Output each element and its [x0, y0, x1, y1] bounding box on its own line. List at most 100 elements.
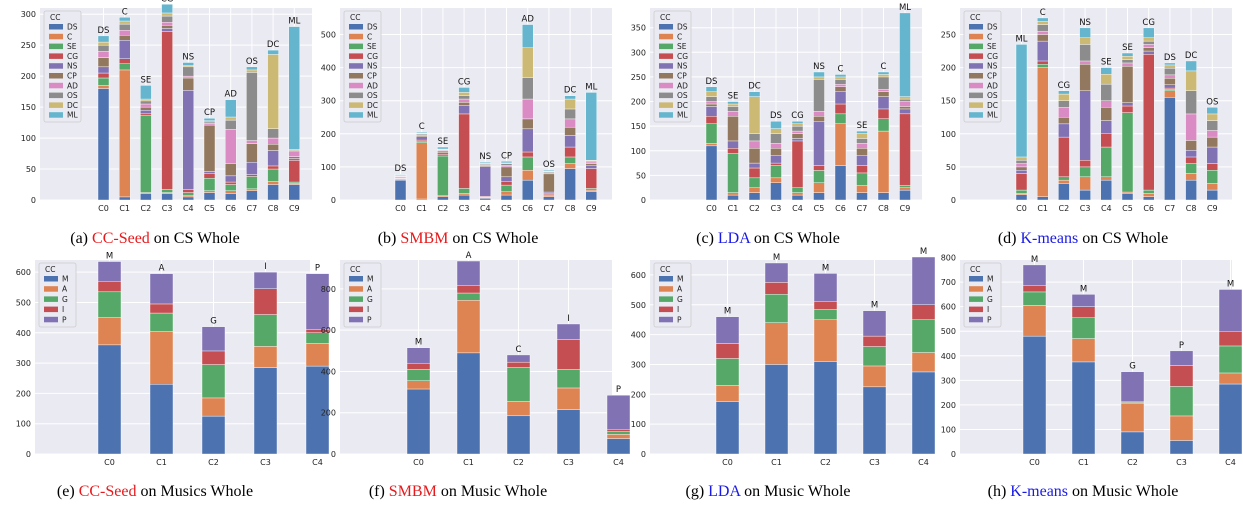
- bar-segment-C6-ml: [834, 74, 847, 78]
- bar-segment-C3-m: [1169, 440, 1194, 455]
- bar-segment-C2-se: [140, 114, 152, 193]
- legend-label: NS: [367, 62, 378, 71]
- bar-segment-C4-ds: [1100, 179, 1113, 201]
- legend-swatch: [659, 53, 673, 59]
- bar-segment-C3-ad: [161, 22, 173, 26]
- caption-method: LDA: [708, 483, 741, 500]
- bar-segment-C5-ns: [813, 121, 825, 166]
- legend-label: CG: [987, 52, 998, 61]
- bar-segment-C5-c: [813, 182, 825, 193]
- bar-segment-C1-p: [764, 262, 789, 283]
- bar-segment-C3-ns: [458, 105, 470, 115]
- y-tick-label: 800: [321, 285, 336, 294]
- bar-segment-C2-dc: [748, 96, 761, 134]
- bar-segment-C4-g: [606, 431, 631, 435]
- legend-label: A: [367, 285, 373, 294]
- legend-label: DC: [367, 101, 378, 110]
- bar-segment-C6-ds: [834, 165, 847, 201]
- bar-segment-C1-cp: [118, 35, 131, 41]
- bar-segment-C7-ml: [543, 170, 555, 172]
- y-tick-label: 0: [31, 196, 36, 205]
- legend-label: DC: [67, 101, 78, 110]
- bar-segment-C1-cg: [1036, 60, 1049, 65]
- bar-segment-C3-g: [253, 314, 278, 347]
- bar-top-label: P: [616, 385, 621, 395]
- bar-segment-C3-i: [556, 339, 581, 370]
- legend-swatch: [49, 112, 63, 118]
- bar-segment-C3-cg: [770, 162, 782, 166]
- bar-segment-C0-a: [406, 380, 431, 390]
- bar-segment-C7-cp: [1164, 77, 1176, 86]
- caption: (d) K-means on CS Whole: [998, 230, 1168, 247]
- bar-segment-C2-cg: [140, 113, 152, 116]
- legend-label: SE: [67, 42, 77, 51]
- legend-swatch: [349, 82, 363, 89]
- legend-label: OS: [677, 91, 688, 100]
- legend-swatch: [969, 92, 983, 99]
- bar-top-label: AD: [225, 90, 238, 100]
- y-tick-label: 100: [16, 420, 31, 429]
- bar-segment-C4-ns: [182, 90, 195, 190]
- x-tick-label: C3: [459, 204, 470, 213]
- bar-segment-C6-c: [522, 170, 534, 181]
- bar-segment-C2-i: [506, 361, 531, 368]
- bar-segment-C0-os: [705, 96, 718, 102]
- legend-swatch: [659, 316, 673, 323]
- bar-segment-C0-cp: [1015, 166, 1028, 171]
- bar-segment-C1-os: [118, 23, 131, 31]
- bar-segment-C0-se: [1015, 189, 1028, 194]
- x-tick-label: C3: [869, 458, 880, 467]
- bar-segment-C7-c: [246, 188, 258, 191]
- bar-segment-C0-c: [97, 85, 110, 89]
- legend-swatch: [969, 53, 983, 59]
- y-tick-label: 350: [631, 24, 646, 33]
- legend-label: NS: [67, 62, 78, 71]
- bar-top-label: DS: [395, 164, 407, 174]
- legend-swatch: [969, 112, 983, 118]
- bar-segment-C9-dc: [899, 96, 911, 100]
- bar-segment-C4-dc: [1100, 74, 1113, 85]
- x-tick-label: C3: [563, 458, 574, 467]
- bar-segment-C1-m: [764, 364, 789, 455]
- chart-panel-d: 0 50 100 150 200 250 ML C0 C C1 CG C2 NS C3 SE C4 SE C5 CG…: [941, 8, 1232, 247]
- x-tick-label: C0: [98, 204, 109, 213]
- legend-swatch: [659, 102, 673, 108]
- bar-segment-C7-ds: [246, 190, 258, 201]
- legend-swatch: [49, 92, 63, 99]
- caption: (f) SMBM on Music Whole: [369, 483, 547, 500]
- bar-segment-C8-ds: [267, 184, 279, 201]
- legend-label: DC: [987, 101, 998, 110]
- bar-segment-C8-ml: [877, 71, 890, 75]
- bar-segment-C0-i: [97, 281, 122, 293]
- bar-segment-C1-p: [1071, 294, 1096, 307]
- bar-segment-C1-g: [764, 294, 789, 323]
- bar-segment-C0-os: [1015, 160, 1028, 164]
- bar-segment-C0-cg: [97, 72, 110, 79]
- legend-swatch: [349, 276, 363, 282]
- bar-segment-C7-ns: [543, 191, 555, 194]
- bar-segment-C0-ns: [1015, 170, 1028, 174]
- y-tick-label: 0: [331, 450, 336, 459]
- legend-swatch: [969, 73, 983, 79]
- bar-segment-C4-ad: [182, 75, 195, 79]
- bar-top-label: OS: [1206, 97, 1218, 107]
- bar-segment-C4-ml: [479, 161, 491, 164]
- legend-swatch: [349, 316, 363, 323]
- bar-segment-C2-cp: [748, 148, 761, 164]
- legend-swatch: [969, 43, 983, 50]
- bar-segment-C9-c: [899, 187, 911, 191]
- bar-segment-C8-ml: [564, 95, 576, 100]
- bar-segment-C3-os: [770, 133, 782, 144]
- bar-segment-C3-p: [253, 271, 278, 289]
- bar-segment-C1-p: [149, 273, 174, 305]
- bar-segment-C5-c: [500, 191, 513, 196]
- y-tick-label: 200: [631, 98, 646, 107]
- bar-segment-C5-cg: [500, 181, 513, 186]
- bar-top-label: DC: [267, 40, 280, 50]
- y-tick-label: 700: [941, 278, 956, 287]
- bar-segment-C6-ad: [522, 98, 534, 120]
- bar-segment-C4-ns: [791, 138, 804, 142]
- bar-segment-C8-ml: [1185, 60, 1197, 72]
- legend-swatch: [44, 316, 58, 323]
- bar-segment-C4-i: [1218, 331, 1243, 347]
